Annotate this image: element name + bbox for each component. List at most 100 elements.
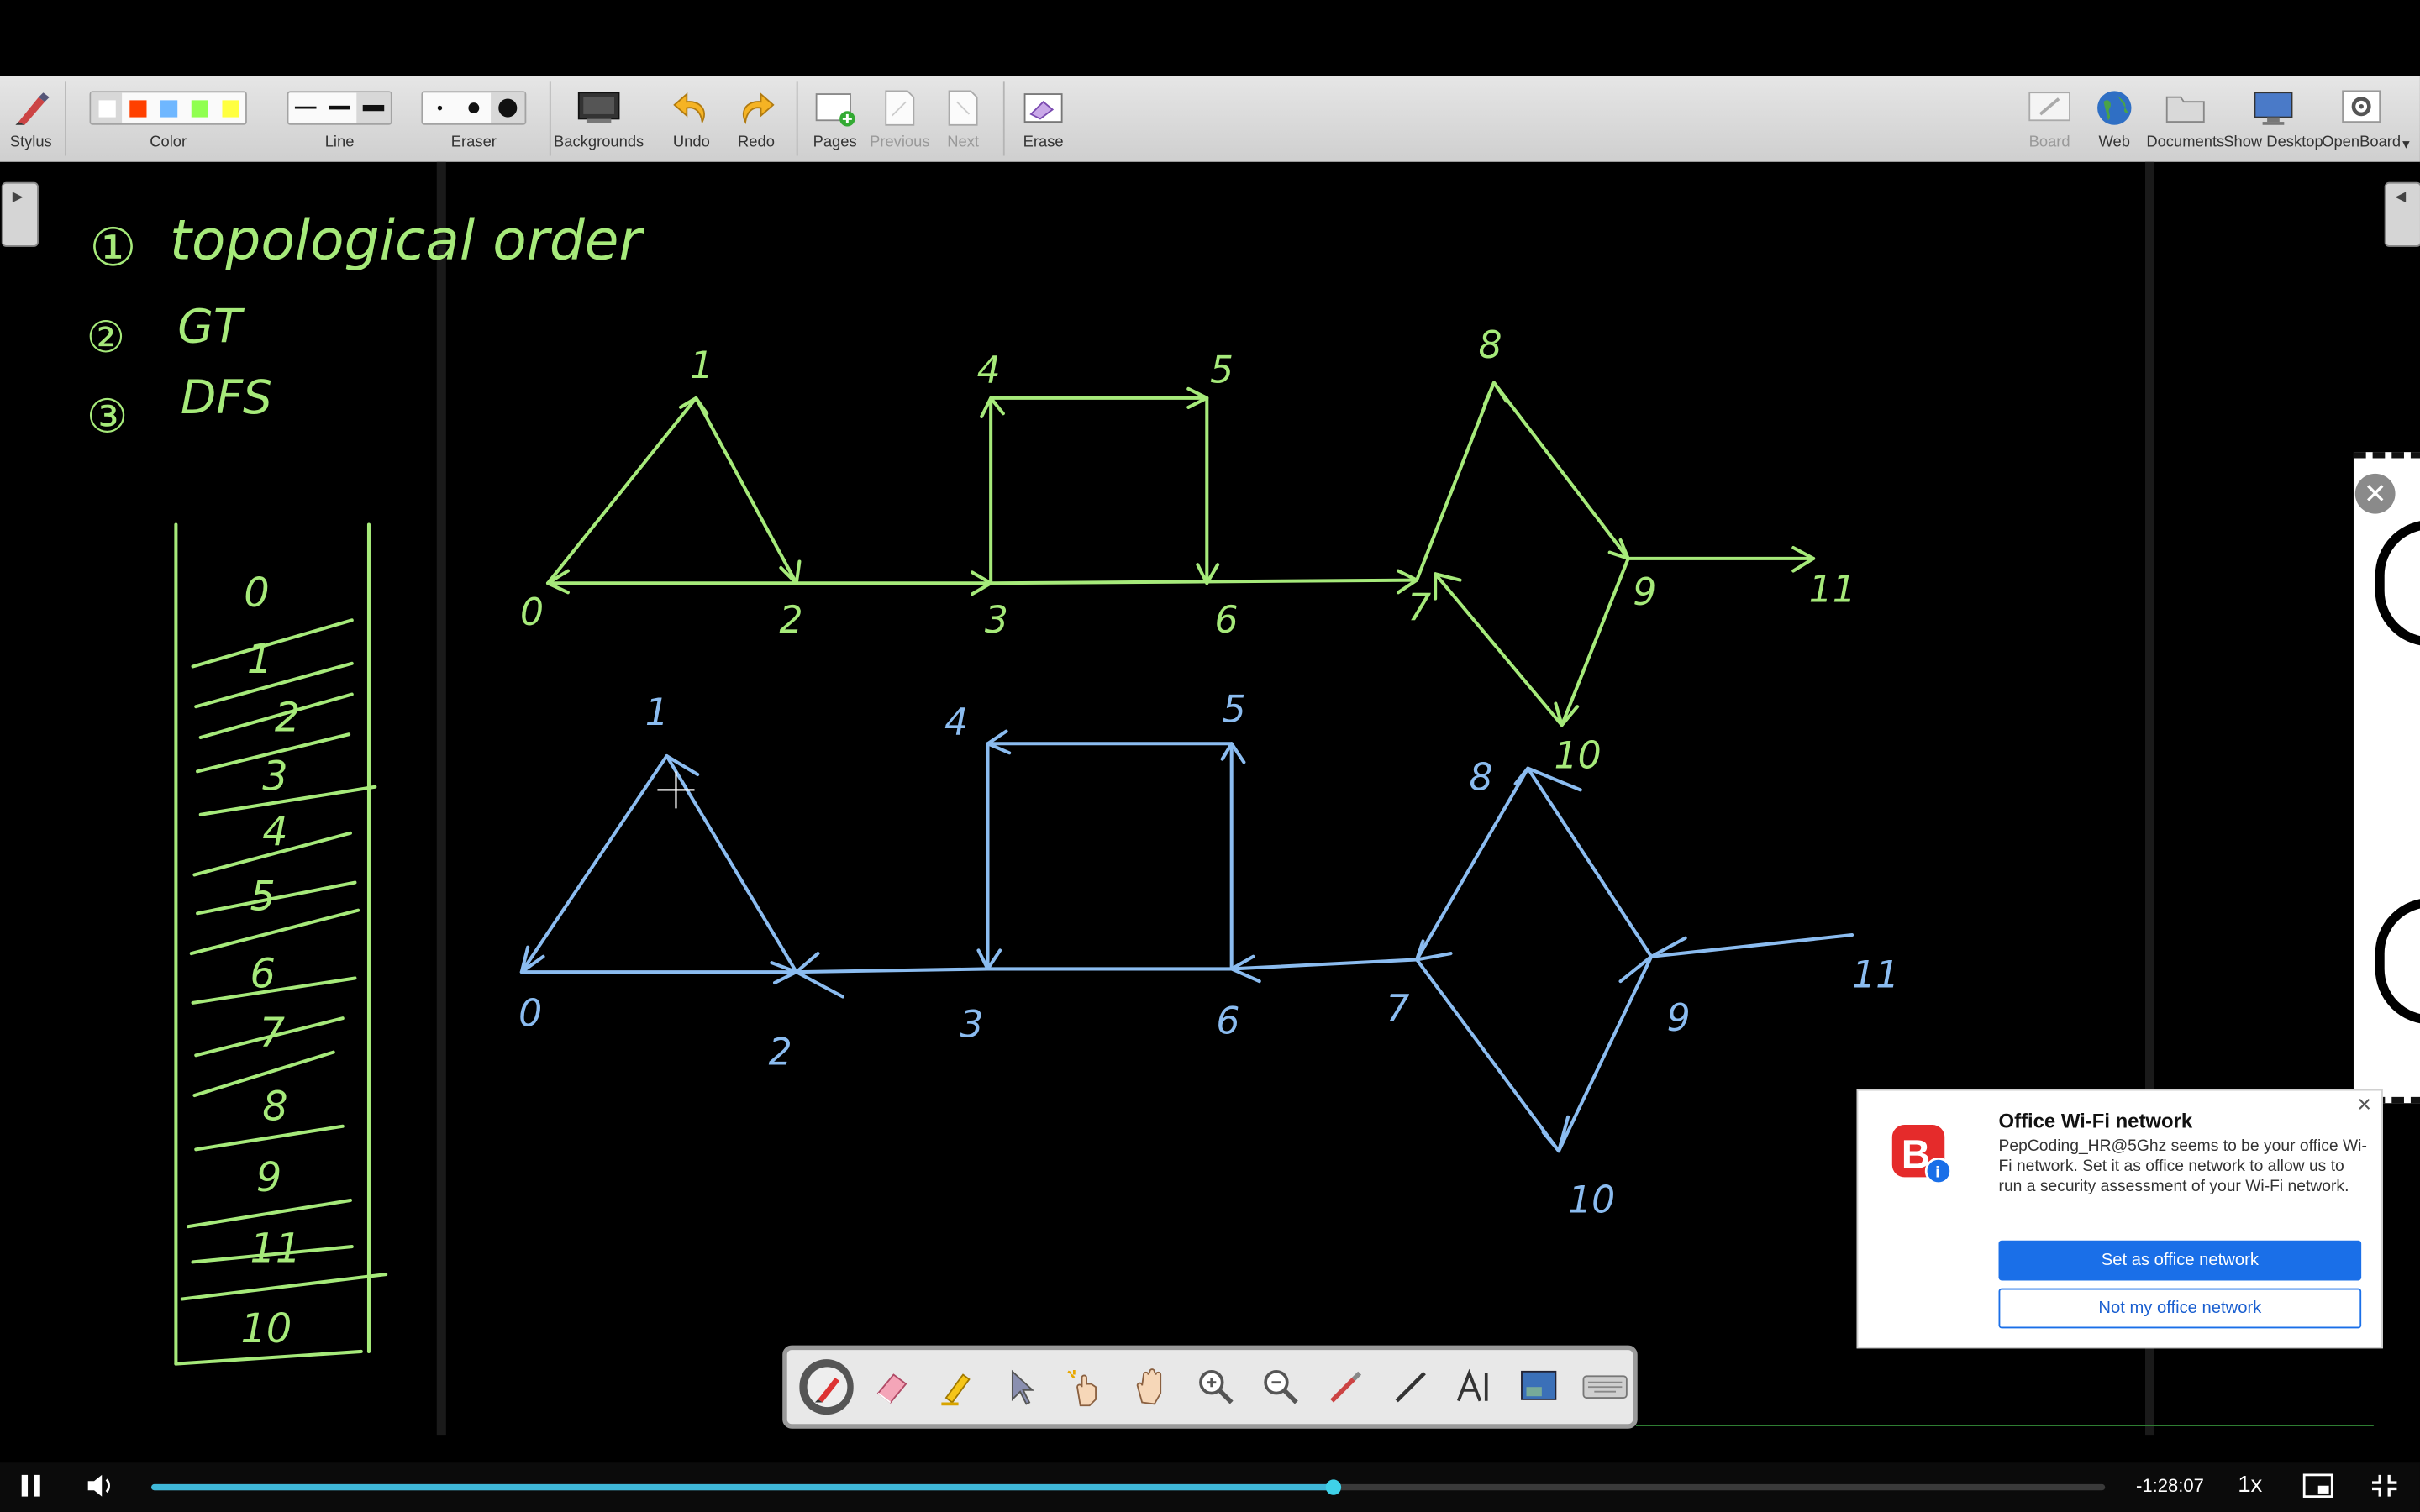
- pointer-icon: [1011, 1369, 1034, 1405]
- capture-icon: [1520, 1370, 1556, 1400]
- color-white[interactable]: [91, 92, 123, 123]
- color-yellow[interactable]: [214, 92, 245, 123]
- node-label: 3: [985, 599, 1008, 642]
- stack-item: 0: [244, 570, 269, 617]
- line-draw-tool-button[interactable]: [1383, 1359, 1437, 1415]
- not-my-office-network-button[interactable]: Not my office network: [1998, 1288, 2362, 1329]
- node-label: 3: [960, 1003, 983, 1046]
- keyboard-icon: [1581, 1375, 1627, 1399]
- note-topological-order: topological order: [170, 208, 644, 273]
- keyboard-tool-button[interactable]: [1577, 1359, 1631, 1415]
- zoom-in-icon: [1198, 1369, 1233, 1404]
- left-palette-toggle[interactable]: ▶: [1, 181, 39, 247]
- redo-button[interactable]: Redo: [729, 76, 784, 162]
- text-icon: [1456, 1368, 1487, 1402]
- redo-icon: [736, 85, 776, 131]
- crosshair-cursor-icon: [657, 771, 695, 809]
- text-tool-button[interactable]: [1448, 1359, 1502, 1415]
- close-panel-icon[interactable]: ✕: [2354, 473, 2396, 514]
- exit-fullscreen-icon: [2372, 1474, 2397, 1497]
- previous-page-icon: [881, 85, 918, 131]
- notification-body: PepCoding_HR@5Ghz seems to be your offic…: [1998, 1137, 2367, 1196]
- stylus-tool[interactable]: Stylus: [6, 76, 55, 162]
- right-palette-toggle[interactable]: ◀: [2384, 181, 2420, 247]
- blue-node-labels: 0 1 2 3 4 5 6 7 8 9 10 11: [518, 689, 1899, 1222]
- stack-item: 2: [275, 696, 300, 742]
- volume-icon: [87, 1474, 110, 1497]
- left-page-edge: [436, 161, 446, 1436]
- node-label: 1: [645, 691, 669, 734]
- pages-icon: [813, 85, 856, 131]
- line-thick-option[interactable]: [356, 92, 391, 123]
- desktop-icon: [2252, 85, 2295, 131]
- erase-icon: [1022, 85, 1065, 131]
- stack-item: 5: [250, 874, 276, 921]
- stack-item: 6: [250, 951, 276, 997]
- color-red[interactable]: [122, 92, 153, 123]
- backgrounds-button[interactable]: Backgrounds: [554, 76, 644, 162]
- exit-fullscreen-button[interactable]: [2370, 1473, 2398, 1503]
- seek-bar-handle[interactable]: [1325, 1479, 1341, 1495]
- antivirus-logo-icon: B i: [1891, 1124, 1952, 1185]
- picture-in-picture-button[interactable]: [2302, 1473, 2333, 1503]
- zoom-out-tool-button[interactable]: [1253, 1359, 1307, 1415]
- laser-pointer-tool-button[interactable]: [1318, 1359, 1372, 1415]
- undo-button[interactable]: Undo: [664, 76, 719, 162]
- line-thin-option[interactable]: [288, 92, 322, 123]
- selector-tool-button[interactable]: [994, 1359, 1048, 1415]
- pages-button[interactable]: Pages: [806, 76, 865, 162]
- laser-pointer-icon: [1329, 1371, 1361, 1403]
- previous-page-button[interactable]: Previous: [867, 76, 932, 162]
- next-page-button[interactable]: Next: [935, 76, 991, 162]
- erase-button[interactable]: Erase: [1013, 76, 1074, 162]
- node-label: 2: [769, 1031, 792, 1074]
- floating-tool-bar: [782, 1345, 1638, 1429]
- node-label: 11: [1809, 568, 1856, 611]
- node-label: 6: [1214, 599, 1238, 642]
- magic-hand-icon: [1066, 1369, 1097, 1407]
- node-label: 11: [1852, 953, 1899, 996]
- hand-tool-button[interactable]: [1123, 1359, 1177, 1415]
- zoom-in-tool-button[interactable]: [1188, 1359, 1242, 1415]
- pause-button[interactable]: [20, 1473, 42, 1503]
- pen-tool-button[interactable]: [799, 1359, 854, 1415]
- window-top-area: [0, 0, 2420, 76]
- highlighter-icon: [940, 1373, 970, 1406]
- folder-icon: [2164, 85, 2207, 131]
- interact-tool-button[interactable]: [1059, 1359, 1113, 1415]
- undo-icon: [671, 85, 712, 131]
- eraser-tool: Eraser: [417, 76, 531, 162]
- stack-item: 3: [262, 753, 287, 800]
- eraser-medium-option[interactable]: [457, 92, 491, 123]
- time-remaining: -1:28:07: [2135, 1474, 2204, 1497]
- board-button[interactable]: Board: [2022, 76, 2077, 162]
- green-node-labels: 0 1 2 3 4 5 6 7 8 9 10 11: [520, 324, 1856, 778]
- arrow-left-icon: ◀: [2395, 188, 2407, 204]
- openboard-menu-button[interactable]: OpenBoard: [2322, 76, 2401, 162]
- svg-text:i: i: [1935, 1163, 1939, 1180]
- openboard-toolbar: Stylus Color: [0, 75, 2420, 164]
- show-desktop-button[interactable]: Show Desktop: [2223, 76, 2323, 162]
- eraser-small-option[interactable]: [423, 92, 456, 123]
- set-office-network-button[interactable]: Set as office network: [1998, 1240, 2362, 1281]
- volume-button[interactable]: [85, 1472, 116, 1504]
- chevron-down-icon[interactable]: ▼: [2400, 137, 2412, 151]
- highlighter-tool-button[interactable]: [929, 1359, 983, 1415]
- documents-button[interactable]: Documents: [2146, 76, 2224, 162]
- eraser-large-option[interactable]: [491, 92, 525, 123]
- note-number-3: ③: [87, 389, 128, 443]
- wifi-notification: B i Office Wi-Fi network PepCoding_HR@5G…: [1856, 1089, 2383, 1349]
- line-medium-option[interactable]: [323, 92, 356, 123]
- capture-tool-button[interactable]: [1512, 1359, 1566, 1415]
- playback-speed-button[interactable]: 1x: [2238, 1472, 2263, 1499]
- node-label: 10: [1555, 735, 1602, 778]
- note-dfs: DFS: [181, 370, 272, 424]
- close-icon[interactable]: ✕: [2356, 1094, 2373, 1116]
- web-button[interactable]: Web: [2086, 76, 2142, 162]
- eraser-tool-button[interactable]: [865, 1359, 918, 1415]
- seek-bar[interactable]: [150, 1479, 2106, 1495]
- stack-drawing: [174, 522, 388, 1366]
- color-green[interactable]: [184, 92, 215, 123]
- color-blue[interactable]: [153, 92, 184, 123]
